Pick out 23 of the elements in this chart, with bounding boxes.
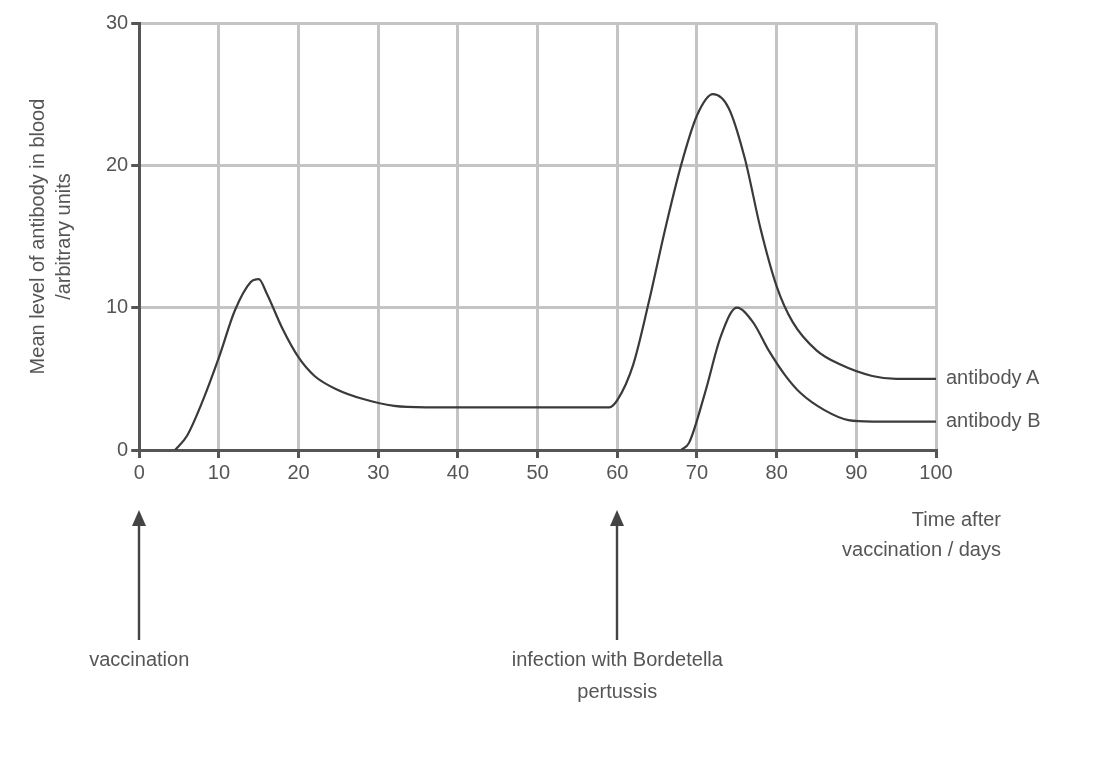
x-tick-label: 30 [367, 460, 390, 483]
series-label: antibody B [946, 409, 1041, 432]
y-tick-label: 20 [106, 152, 129, 175]
x-tick-label: 0 [133, 460, 145, 483]
y-axis-title: Mean level of antibody in blood /arbitrary units [25, 98, 74, 375]
y-tick-label: 0 [117, 437, 129, 460]
line-series [174, 93, 936, 450]
x-tick-label: 60 [606, 460, 629, 483]
x-tick-label: 80 [765, 460, 788, 483]
text: vaccination [89, 647, 190, 670]
x-tick-label: 70 [685, 460, 709, 483]
x-tick-label: 100 [919, 460, 953, 483]
series-label: antibody A [946, 366, 1041, 389]
y-tick-label: 30 [106, 10, 129, 33]
text: infection with Bordetella pertussis [511, 647, 724, 702]
line-series [679, 306, 936, 450]
y-tick-label: 10 [106, 295, 129, 318]
x-tick-label: 90 [845, 460, 868, 483]
x-tick-label: 50 [526, 460, 549, 483]
x-tick-label: 20 [287, 460, 310, 483]
x-tick-label: 10 [207, 460, 231, 483]
x-axis-title: Time after vaccination / days [842, 507, 1002, 560]
x-tick-label: 40 [446, 460, 470, 483]
